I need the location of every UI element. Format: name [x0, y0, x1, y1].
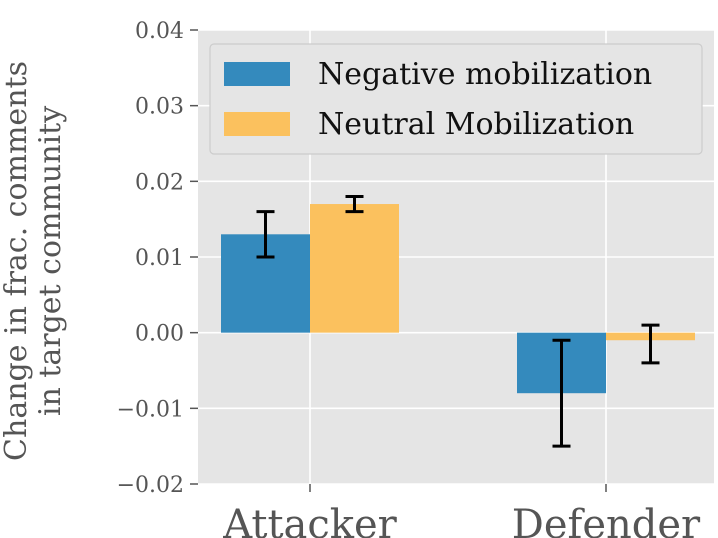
y-tick-label: 0.03 — [135, 95, 184, 120]
x-tick-label: Attacker — [222, 502, 397, 538]
y-axis-title: Change in frac. comments — [0, 61, 34, 461]
y-tick-label: 0.00 — [135, 322, 184, 347]
legend-swatch — [224, 112, 290, 136]
legend-label: Negative mobilization — [318, 57, 652, 92]
y-tick-label: 0.04 — [135, 19, 184, 44]
y-tick-label: −0.02 — [117, 473, 184, 498]
y-tick-label: −0.01 — [117, 397, 184, 422]
legend-swatch — [224, 62, 290, 86]
y-tick-label: 0.01 — [135, 246, 184, 271]
x-tick-label: Defender — [512, 502, 701, 538]
bar — [310, 204, 399, 333]
y-tick-label: 0.02 — [135, 170, 184, 195]
legend-box — [209, 43, 703, 155]
y-axis-title: in target community — [33, 106, 68, 416]
legend-label: Neutral Mobilization — [318, 107, 634, 142]
